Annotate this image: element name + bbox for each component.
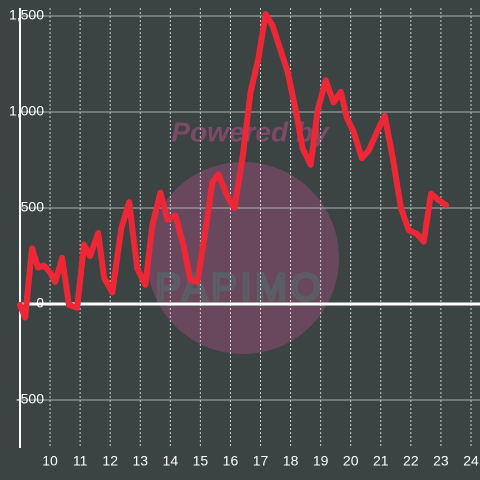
x-tick-label: 15 [193,453,209,469]
y-tick-label: -500 [16,391,44,407]
x-tick-label: 20 [343,453,359,469]
y-tick-label: 0 [36,295,44,311]
watermark-text: Powered by [171,116,330,147]
x-tick-label: 10 [42,453,58,469]
x-tick-label: 18 [283,453,299,469]
watermark-circle [147,162,339,354]
x-tick-label: 21 [373,453,389,469]
x-tick-label: 13 [132,453,148,469]
x-tick-label: 24 [463,453,479,469]
x-tick-label: 14 [163,453,179,469]
plot [17,11,450,321]
line [17,11,450,321]
y-tick-label: 1,500 [9,7,44,23]
y-tick-label: 500 [21,199,45,215]
x-tick-label: 16 [223,453,239,469]
x-tick-label: 17 [253,453,269,469]
x-tick-label: 19 [313,453,329,469]
x-tick-label: 12 [102,453,118,469]
x-tick-label: 22 [403,453,419,469]
x-tick-label: 23 [433,453,449,469]
x-tick-label: 11 [73,453,88,469]
y-tick-label: 1,000 [9,103,44,119]
